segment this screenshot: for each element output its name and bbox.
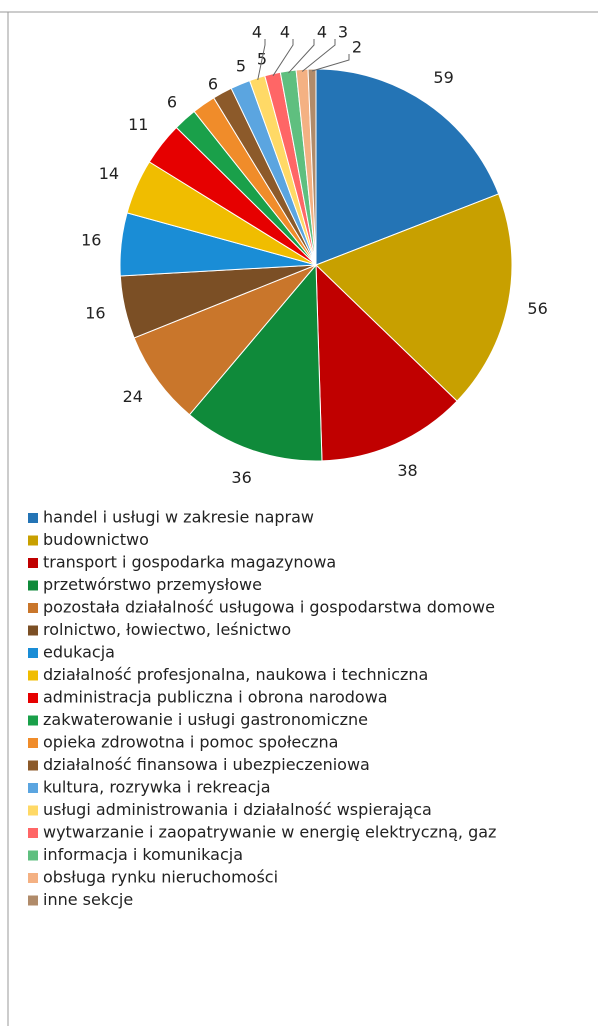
data-label: 4 xyxy=(252,23,262,42)
legend-swatch xyxy=(28,558,38,568)
data-label: 6 xyxy=(167,93,177,112)
legend-swatch xyxy=(28,580,38,591)
pie-slice xyxy=(315,193,513,402)
legend-label: wytwarzanie i zaopatrywanie w energię el… xyxy=(43,823,496,842)
legend-label: działalność finansowa i ubezpieczeniowa xyxy=(43,755,370,774)
legend-swatch xyxy=(28,738,38,748)
legend-label: budownictwo xyxy=(43,530,149,549)
leader-line xyxy=(311,54,350,72)
pie-slice xyxy=(133,264,317,416)
legend-swatch xyxy=(28,625,38,636)
legend-swatch xyxy=(28,805,38,816)
data-label: 59 xyxy=(433,68,453,87)
legend-label: informacja i komunikacja xyxy=(43,845,243,864)
data-label: 6 xyxy=(208,75,218,94)
leader-line xyxy=(288,39,315,74)
data-label: 16 xyxy=(85,304,105,323)
legend-label: usługi administrowania i działalność wsp… xyxy=(43,800,432,819)
data-label: 14 xyxy=(99,164,119,183)
legend-label: obsługa rynku nieruchomości xyxy=(43,868,278,887)
legend-swatch xyxy=(28,693,38,703)
legend-label: rolnictwo, łowiectwo, leśnictwo xyxy=(43,620,291,639)
data-label: 3 xyxy=(338,23,348,42)
legend-label: zakwaterowanie i usługi gastronomiczne xyxy=(43,710,368,729)
legend-swatch xyxy=(28,760,38,771)
legend-label: przetwórstwo przemysłowe xyxy=(43,575,262,594)
legend-swatch xyxy=(28,535,38,546)
data-label: 4 xyxy=(280,23,290,42)
leader-line xyxy=(301,39,336,72)
legend-swatch xyxy=(28,850,38,861)
data-label: 4 xyxy=(317,23,327,42)
legend-label: pozostała działalność usługowa i gospoda… xyxy=(43,598,495,617)
data-label: 36 xyxy=(231,468,251,487)
legend-swatch xyxy=(28,873,38,883)
legend-label: handel i usługi w zakresie napraw xyxy=(43,508,314,527)
legend-label: kultura, rozrywka i rekreacja xyxy=(43,778,271,797)
legend-label: edukacja xyxy=(43,643,115,662)
legend-swatch xyxy=(28,670,38,681)
legend-label: inne sekcje xyxy=(43,890,133,909)
legend-label: administracja publiczna i obrona narodow… xyxy=(43,688,388,707)
leader-line xyxy=(257,39,266,81)
data-label: 16 xyxy=(81,230,101,249)
pie-slice xyxy=(307,68,317,266)
legend-swatch xyxy=(28,603,38,613)
legend-swatch xyxy=(28,828,38,838)
legend-label: transport i gospodarka magazynowa xyxy=(43,553,336,572)
pie-slice xyxy=(315,263,458,462)
pie-slice xyxy=(315,68,500,266)
legend-swatch xyxy=(28,513,38,523)
data-label: 2 xyxy=(352,38,362,57)
legend-swatch xyxy=(28,715,38,726)
data-label: 5 xyxy=(236,57,246,76)
legend-label: działalność profesjonalna, naukowa i tec… xyxy=(43,665,428,684)
data-label: 24 xyxy=(123,387,143,406)
legend-swatch xyxy=(28,648,38,658)
data-label: 38 xyxy=(397,461,417,480)
legend-swatch xyxy=(28,783,38,793)
legend-label: opieka zdrowotna i pomoc społeczna xyxy=(43,733,338,752)
data-label: 11 xyxy=(128,115,148,134)
legend-swatch xyxy=(28,895,38,906)
data-label: 56 xyxy=(527,299,547,318)
pie-slice xyxy=(188,263,323,462)
leader-line xyxy=(272,39,294,77)
